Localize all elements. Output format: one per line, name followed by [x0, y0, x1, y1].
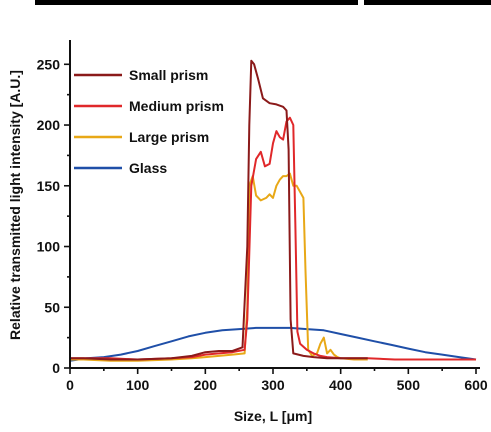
series-line-small-prism: [70, 59, 368, 361]
x-axis-title: Size, L [μm]: [234, 408, 312, 424]
y-tick-label: 50: [44, 299, 60, 315]
legend-label-glass: Glass: [129, 160, 167, 176]
x-tick-label: 100: [126, 377, 150, 393]
y-tick-label: 0: [52, 360, 60, 376]
y-tick-label: 250: [37, 56, 61, 72]
legend: Small prism Medium prism Large prism Glass: [74, 67, 224, 176]
top-bar-left: [35, 0, 358, 5]
y-tick-label: 150: [37, 178, 61, 194]
axes: 0 100 200 300 400 500 600 0 50 100 150 200 250: [37, 40, 488, 393]
x-tick-label: 500: [397, 377, 421, 393]
x-tick-label: 400: [329, 377, 353, 393]
y-tick-label: 100: [37, 239, 61, 255]
series-line-glass: [69, 326, 477, 362]
x-tick-label: 300: [261, 377, 285, 393]
y-tick-label: 200: [37, 117, 61, 133]
legend-label-medium-prism: Medium prism: [129, 98, 224, 114]
top-bar-right: [364, 0, 491, 5]
series-line-medium-prism: [70, 116, 476, 361]
plot-area: [69, 59, 477, 362]
series-line-large-prism: [70, 172, 368, 362]
legend-label-small-prism: Small prism: [129, 67, 208, 83]
x-tick-label: 600: [464, 377, 488, 393]
legend-label-large-prism: Large prism: [129, 129, 209, 145]
x-tick-label: 200: [194, 377, 218, 393]
y-axis-title: Relative transmitted light intensity [A.…: [7, 70, 23, 340]
x-tick-label: 0: [66, 377, 74, 393]
